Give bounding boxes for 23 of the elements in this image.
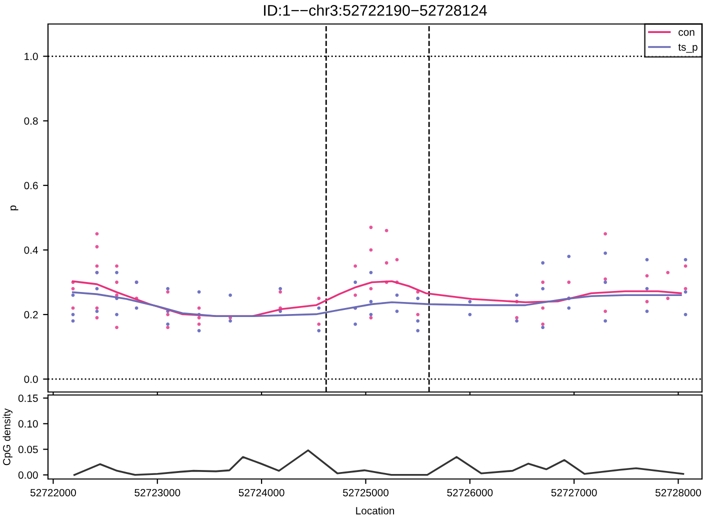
y-tick-label: 0.15 bbox=[18, 394, 38, 402]
x-tick-label: 52726000 bbox=[447, 488, 493, 496]
x-tick-label: 52728000 bbox=[655, 488, 702, 496]
y-tick-label: 0.8 bbox=[24, 117, 38, 125]
y-tick-label: 1.0 bbox=[24, 52, 38, 60]
y-tick-label: 0.0 bbox=[24, 376, 38, 383]
chart-title: ID:1−−chr3:52722190−52728124 bbox=[264, 4, 487, 16]
x-tick-label: 52722000 bbox=[30, 488, 76, 496]
x-axis-title: Location bbox=[356, 506, 394, 514]
y-axis-title: CpG density bbox=[2, 408, 12, 466]
y-tick-label: 0.00 bbox=[18, 471, 38, 479]
y-tick-label: 0.6 bbox=[24, 182, 38, 190]
y-axis-title: p bbox=[10, 206, 18, 210]
legend-label: con bbox=[678, 30, 694, 36]
x-tick-label: 52727000 bbox=[551, 488, 597, 496]
x-tick-label: 52725000 bbox=[342, 488, 388, 496]
y-tick-label: 0.10 bbox=[18, 420, 38, 428]
y-tick-label: 0.4 bbox=[24, 246, 38, 254]
legend-label: ts_p bbox=[678, 44, 698, 53]
y-tick-label: 0.2 bbox=[24, 311, 38, 318]
y-tick-label: 0.05 bbox=[18, 446, 38, 454]
x-tick-label: 52723000 bbox=[134, 488, 180, 496]
x-tick-label: 52724000 bbox=[238, 488, 284, 496]
